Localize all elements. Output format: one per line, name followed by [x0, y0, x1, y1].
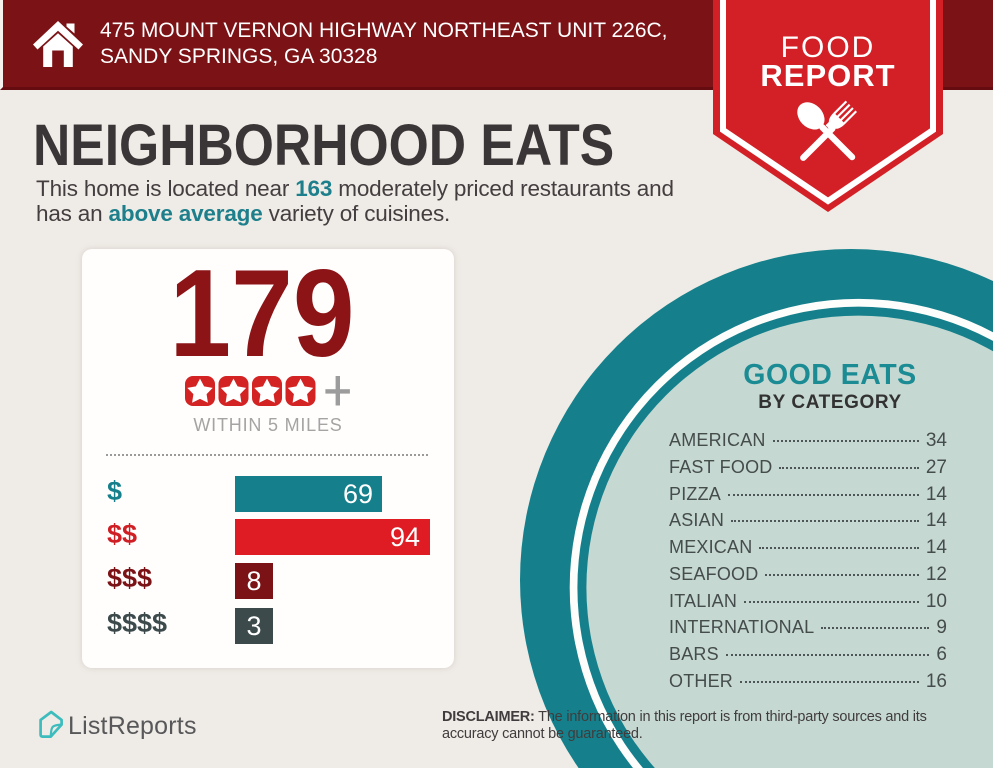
- svg-text:REPORT: REPORT: [760, 58, 895, 93]
- svg-text:FOOD: FOOD: [781, 31, 876, 64]
